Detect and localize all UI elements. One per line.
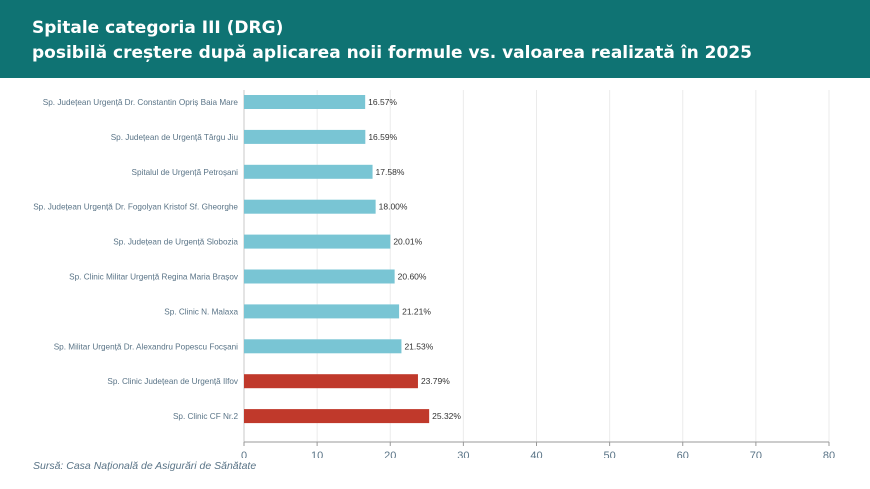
- bar: [244, 199, 376, 214]
- category-label: Sp. Clinic Militar Urgență Regina Maria …: [69, 273, 239, 282]
- x-tick-label: 40: [530, 450, 542, 458]
- category-label: Sp. Clinic N. Malaxa: [164, 307, 238, 316]
- bar: [244, 339, 402, 354]
- bar: [244, 164, 373, 179]
- source-note: Sursă: Casa Națională de Asigurări de Să…: [33, 460, 257, 472]
- header-banner: Spitale categoria III (DRG) posibilă cre…: [0, 0, 870, 78]
- data-label: 18.00%: [379, 202, 408, 212]
- data-label: 16.59%: [368, 132, 397, 142]
- x-tick-label: 0: [241, 450, 247, 458]
- bar: [244, 234, 391, 249]
- data-label: 20.01%: [393, 237, 422, 247]
- chart-subtitle: posibilă creștere după aplicarea noii fo…: [32, 43, 752, 63]
- data-label: 20.60%: [398, 272, 427, 282]
- bar: [244, 95, 366, 109]
- data-label: 21.53%: [404, 341, 433, 351]
- x-tick-label: 30: [457, 450, 469, 458]
- bar: [244, 304, 400, 319]
- data-label: 25.32%: [432, 411, 461, 421]
- category-label: Sp. Militar Urgență Dr. Alexandru Popesc…: [54, 342, 238, 351]
- bar: [244, 129, 366, 144]
- category-label: Spitalul de Urgență Petroșani: [131, 168, 238, 177]
- category-label: Sp. Clinic Județean de Urgență Ilfov: [107, 377, 239, 386]
- category-label: Sp. Județean de Urgență Slobozia: [113, 238, 238, 247]
- category-label: Sp. Județean Urgență Dr. Fogolyan Kristo…: [33, 203, 238, 212]
- category-label: Sp. Clinic CF Nr.2: [173, 412, 239, 421]
- x-tick-label: 80: [823, 450, 835, 458]
- category-label: Sp. Județean de Urgență Târgu Jiu: [111, 133, 239, 142]
- chart-title: Spitale categoria III (DRG): [32, 18, 284, 38]
- bar: [244, 409, 430, 424]
- x-tick-label: 50: [604, 450, 616, 458]
- data-label: 23.79%: [421, 376, 450, 386]
- x-tick-label: 60: [677, 450, 689, 458]
- x-tick-label: 70: [750, 450, 762, 458]
- x-tick-label: 10: [311, 450, 323, 458]
- bar: [244, 269, 395, 284]
- x-tick-label: 20: [384, 450, 396, 458]
- data-label: 17.58%: [376, 167, 405, 177]
- bar-chart: Sp. Județean Urgență Dr. Constantin Opri…: [33, 90, 835, 458]
- bar: [244, 374, 418, 389]
- data-label: 16.57%: [368, 97, 397, 107]
- category-label: Sp. Județean Urgență Dr. Constantin Opri…: [43, 98, 239, 107]
- data-label: 21.21%: [402, 306, 431, 316]
